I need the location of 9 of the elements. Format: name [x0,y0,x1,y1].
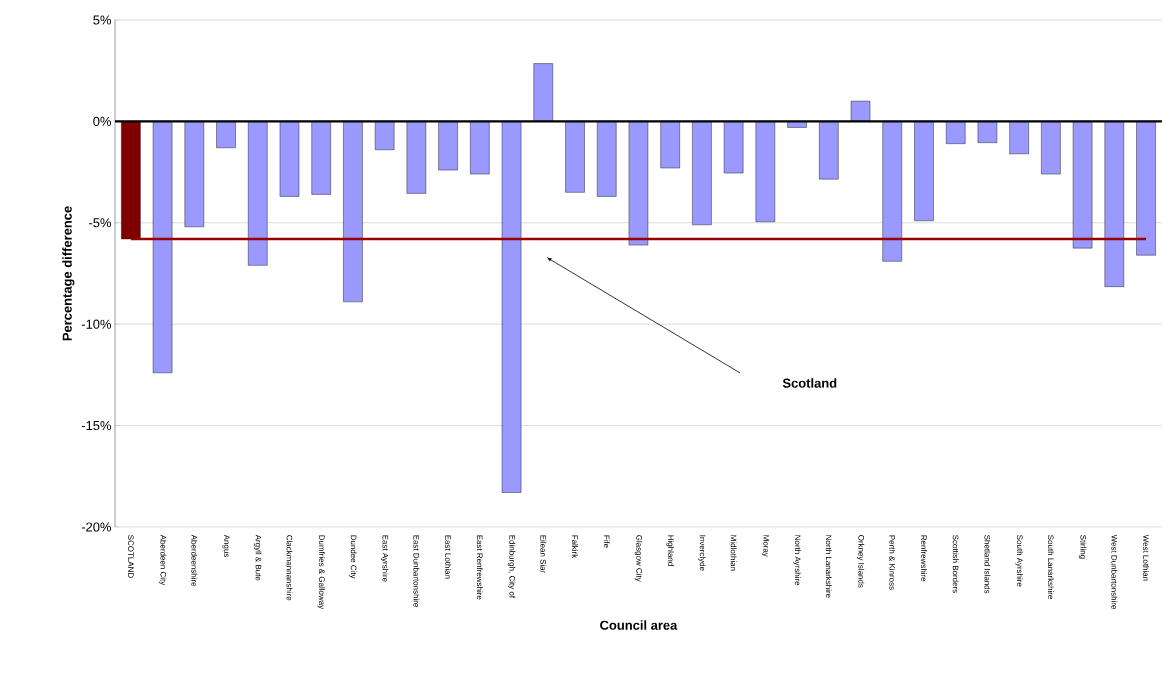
y-tick-label: 0% [93,116,112,126]
y-tick-label: -15% [81,421,112,431]
y-tick-label: 5% [93,15,112,25]
x-axis-title: Council area [600,620,678,630]
y-tick-label: -5% [89,218,112,228]
y-tick-label: -10% [81,319,112,329]
y-tick-label: -20% [81,522,112,532]
y-axis-title: Percentage difference [62,206,75,341]
annotation: Scotland [782,378,837,388]
